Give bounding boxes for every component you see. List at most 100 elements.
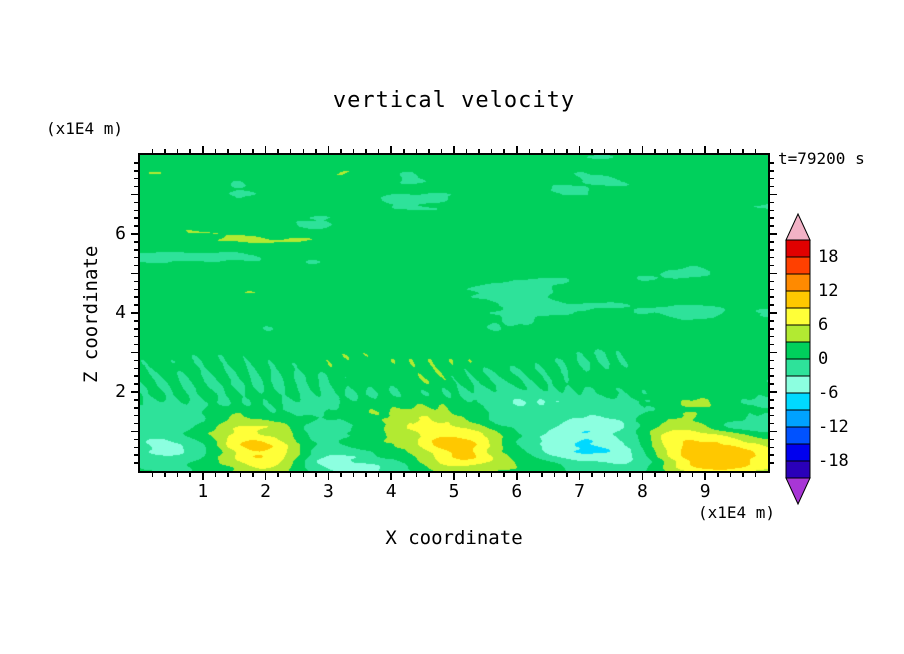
y-tick: [770, 264, 774, 267]
y-tick: [770, 225, 774, 227]
y-tick: [134, 170, 138, 172]
x-tick: [352, 473, 355, 477]
x-tick: [202, 146, 204, 153]
y-tick: [770, 359, 774, 362]
x-tick: [729, 149, 732, 153]
y-tick: [770, 414, 774, 417]
x-tick: [403, 149, 405, 153]
y-tick: [134, 201, 138, 204]
plot-title: vertical velocity: [332, 88, 576, 113]
x-tick: [754, 473, 757, 477]
x-tick: [176, 149, 179, 153]
x-tick: [729, 473, 732, 477]
y-tick: [770, 177, 774, 180]
x-tick: [164, 473, 166, 477]
colorbar-label: -6: [818, 383, 839, 403]
y-tick: [134, 264, 138, 267]
y-tick: [134, 296, 138, 298]
x-tick: [704, 146, 706, 153]
y-tick: [770, 217, 774, 219]
y-tick: [770, 343, 774, 346]
y-tick: [134, 249, 138, 251]
x-tick: [742, 149, 744, 153]
y-tick: [131, 430, 138, 433]
x-tick: [176, 473, 179, 477]
x-tick: [490, 149, 493, 153]
y-tick: [131, 391, 138, 393]
y-tick: [770, 304, 774, 306]
x-tick-label: 6: [511, 481, 523, 502]
x-tick: [528, 473, 531, 477]
colorbar-band: [785, 392, 811, 411]
x-tick: [717, 149, 719, 153]
x-tick: [541, 149, 543, 153]
y-tick: [134, 343, 138, 346]
y-tick: [770, 391, 777, 393]
x-tick: [666, 473, 669, 477]
y-tick: [131, 233, 138, 235]
x-tick: [465, 149, 468, 153]
x-tick: [641, 473, 644, 480]
y-tick: [131, 193, 138, 196]
x-tick: [566, 473, 568, 477]
x-tick: [277, 473, 279, 477]
y-tick: [770, 209, 774, 212]
x-tick: [315, 473, 317, 477]
x-tick: [227, 149, 229, 153]
y-tick: [770, 201, 774, 204]
y-tick: [134, 304, 138, 306]
x-tick: [440, 473, 443, 477]
x-tick: [151, 149, 154, 153]
x-tick: [239, 473, 242, 477]
y-tick: [770, 241, 774, 243]
x-tick: [327, 473, 330, 480]
x-tick: [377, 149, 380, 153]
y-tick: [134, 462, 138, 464]
x-tick: [302, 149, 305, 153]
x-tick: [578, 473, 581, 480]
x-axis-title: X coordinate: [385, 527, 523, 549]
y-tick: [131, 312, 138, 314]
y-tick: [134, 438, 138, 441]
x-tick-label: 9: [699, 481, 711, 502]
y-tick: [770, 320, 774, 322]
x-tick: [629, 149, 631, 153]
colorbar-label: 12: [818, 281, 839, 301]
y-tick: [134, 383, 138, 385]
x-tick: [428, 149, 430, 153]
plot-area: 1 2 3 4 5 6 7 8 9 2 4 6: [115, 146, 777, 502]
x-tick: [566, 149, 568, 153]
y-tick: [770, 288, 774, 291]
x-tick-label: 7: [574, 481, 586, 502]
x-tick-label: 3: [322, 481, 334, 502]
y-tick: [770, 233, 777, 235]
y-tick: [134, 280, 138, 283]
x-tick: [415, 149, 418, 153]
x-tick: [516, 146, 518, 153]
y-tick: [134, 256, 138, 259]
x-tick: [603, 473, 606, 477]
x-tick: [252, 149, 254, 153]
y-tick: [770, 280, 774, 283]
colorbar-band: [785, 341, 811, 360]
x-tick: [641, 146, 644, 153]
y-tick: [770, 367, 774, 370]
y-tick: [134, 414, 138, 417]
x-tick: [289, 473, 292, 477]
x-tick: [478, 473, 480, 477]
colorbar-band: [785, 358, 811, 377]
x-tick: [553, 149, 556, 153]
x-axis-unit-label: (x1E4 m): [697, 503, 775, 522]
x-tick: [654, 473, 656, 477]
y-tick: [770, 375, 774, 377]
x-tick: [352, 149, 355, 153]
colorbar-label: 18: [818, 247, 839, 267]
y-tick: [134, 407, 138, 409]
y-tick: [770, 193, 777, 196]
colorbar-label: -18: [818, 451, 849, 471]
y-tick: [770, 462, 774, 464]
x-tick: [666, 149, 669, 153]
x-tick: [679, 473, 681, 477]
colorbar-band: [785, 239, 811, 258]
x-tick: [403, 473, 405, 477]
